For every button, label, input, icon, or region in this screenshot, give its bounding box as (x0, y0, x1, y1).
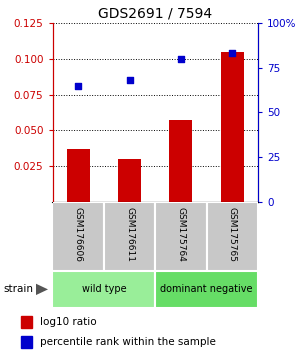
Bar (155, 202, 207, 271)
Bar (169, 120, 193, 202)
Point (230, 51, 235, 56)
Bar (67, 149, 90, 202)
Text: GSM176611: GSM176611 (125, 207, 134, 262)
Text: GSM175764: GSM175764 (176, 207, 185, 262)
Text: percentile rank within the sample: percentile rank within the sample (40, 337, 216, 347)
Bar (52, 202, 104, 271)
Bar (20, 316, 32, 328)
Text: wild type: wild type (82, 284, 126, 295)
Bar (104, 202, 155, 271)
Bar (207, 202, 258, 271)
Bar (155, 271, 258, 308)
Point (76, 83, 81, 88)
Bar (20, 336, 32, 348)
Point (178, 56, 183, 62)
Bar (221, 52, 244, 202)
Text: GSM175765: GSM175765 (228, 207, 237, 262)
Title: GDS2691 / 7594: GDS2691 / 7594 (98, 6, 212, 21)
Text: log10 ratio: log10 ratio (40, 317, 97, 327)
Bar (118, 159, 141, 202)
Bar (52, 271, 155, 308)
Text: strain: strain (3, 284, 33, 295)
Text: GSM176606: GSM176606 (74, 207, 83, 262)
Polygon shape (36, 284, 48, 295)
Text: dominant negative: dominant negative (160, 284, 253, 295)
Point (127, 78, 132, 83)
